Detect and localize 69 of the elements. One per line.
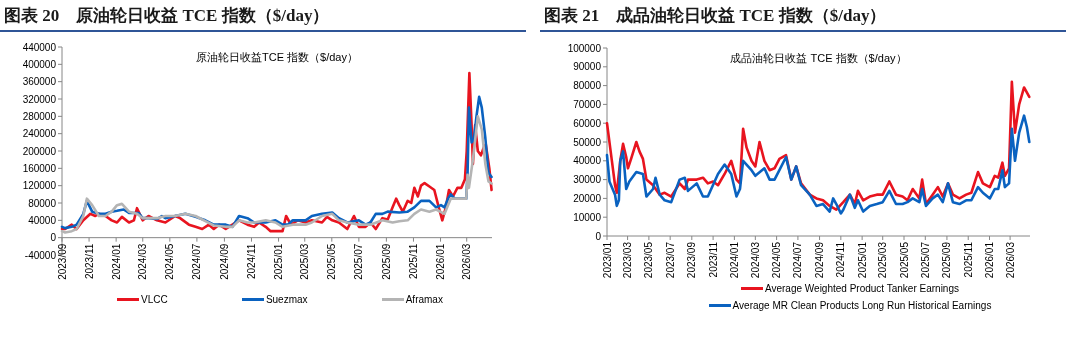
y-tick-label: 440000	[22, 41, 57, 53]
x-tick-label: 2024/05	[164, 243, 176, 280]
chart-subtitle: 成品油轮日收益 TCE 指数（$/day）	[730, 52, 907, 64]
x-tick-label: 2025/05	[326, 243, 338, 280]
x-tick-label: 2024/07	[792, 241, 804, 279]
y-tick-label: 30000	[573, 174, 602, 186]
x-tick-label: 2025/01	[273, 243, 285, 280]
x-tick-label: 2025/09	[941, 241, 953, 279]
y-tick-label: 320000	[22, 93, 57, 105]
y-tick-label: 80000	[573, 80, 602, 92]
y-tick-label: 0	[595, 230, 602, 242]
y-tick-label: 200000	[22, 145, 57, 157]
x-tick-label: 2023/07	[664, 241, 676, 279]
y-tick-label: 40000	[28, 214, 57, 226]
x-tick-label: 2025/03	[299, 243, 311, 280]
y-tick-label: 40000	[573, 155, 602, 167]
x-tick-label: 2023/05	[643, 241, 655, 279]
y-tick-label: 50000	[573, 136, 602, 148]
legend-label: Aframax	[405, 294, 443, 305]
x-tick-label: 2024/09	[218, 243, 230, 280]
x-tick-label: 2024/07	[191, 243, 203, 280]
x-tick-label: 2025/11	[407, 243, 419, 280]
x-tick-label: 2024/01	[728, 241, 740, 279]
y-tick-label: -40000	[24, 249, 57, 261]
legend-label: Average Weighted Product Tanker Earnings	[764, 283, 959, 294]
y-tick-label: 0	[50, 232, 57, 244]
y-tick-label: 60000	[573, 117, 602, 129]
x-tick-label: 2026/01	[435, 243, 447, 280]
chart-title: 图表 20 原油轮日收益 TCE 指数（$/day）	[4, 5, 330, 27]
y-tick-label: 240000	[22, 128, 57, 140]
x-tick-label: 2024/11	[245, 243, 257, 280]
x-tick-label: 2023/11	[707, 241, 719, 278]
x-tick-label: 2024/03	[137, 243, 149, 280]
legend-label: Suezmax	[265, 294, 308, 305]
y-tick-label: 400000	[22, 58, 57, 70]
x-tick-label: 2025/07	[353, 243, 365, 280]
x-tick-label: 2026/01	[984, 241, 996, 279]
x-tick-label: 2025/05	[898, 241, 910, 279]
y-tick-label: 90000	[573, 61, 602, 73]
x-tick-label: 2023/01	[601, 241, 613, 279]
x-tick-label: 2025/07	[919, 241, 931, 279]
x-tick-label: 2024/05	[771, 241, 783, 279]
y-tick-label: 20000	[573, 192, 602, 204]
x-tick-label: 2024/09	[814, 241, 826, 279]
x-tick-label: 2025/11	[962, 241, 974, 278]
x-tick-label: 2024/03	[749, 241, 761, 279]
x-tick-label: 2023/03	[622, 241, 634, 279]
y-tick-label: 120000	[22, 180, 57, 192]
y-tick-label: 160000	[22, 162, 57, 174]
y-tick-label: 280000	[22, 110, 57, 122]
y-tick-label: 80000	[28, 197, 57, 209]
x-tick-label: 2025/01	[856, 241, 868, 279]
chart-subtitle: 原油轮日收益TCE 指数（$/day）	[196, 51, 358, 63]
y-tick-label: 100000	[567, 42, 602, 54]
legend-label: VLCC	[141, 294, 168, 305]
x-tick-label: 2024/01	[110, 243, 122, 280]
x-tick-label: 2026/03	[1004, 241, 1016, 279]
legend-label: Average MR Clean Products Long Run Historical Earnings	[732, 300, 992, 311]
y-tick-label: 70000	[573, 98, 602, 110]
x-tick-label: 2024/11	[835, 241, 847, 278]
y-tick-label: 10000	[573, 211, 602, 223]
x-tick-label: 2026/03	[461, 243, 473, 280]
x-tick-label: 2025/03	[877, 241, 889, 279]
chart-title: 图表 21 成品油轮日收益 TCE 指数（$/day）	[544, 5, 887, 27]
x-tick-label: 2023/09	[56, 243, 68, 280]
y-tick-label: 360000	[22, 76, 57, 88]
x-tick-label: 2023/09	[686, 241, 698, 279]
x-tick-label: 2023/11	[83, 243, 95, 280]
x-tick-label: 2025/09	[380, 243, 392, 280]
